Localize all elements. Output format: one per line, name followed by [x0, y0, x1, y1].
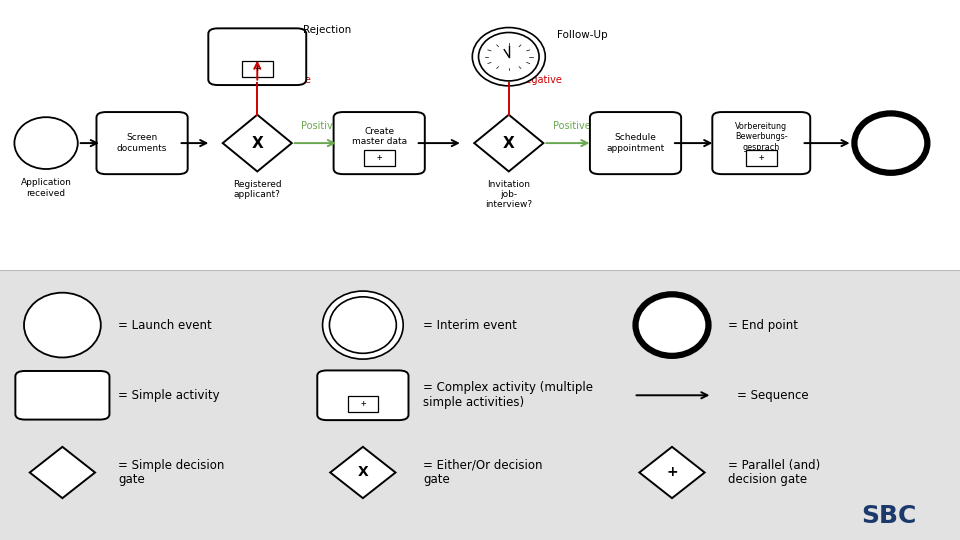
Text: = Sequence: = Sequence [737, 389, 809, 402]
Text: Rejection: Rejection [303, 25, 351, 35]
Text: +: + [254, 64, 260, 73]
Text: = Simple activity: = Simple activity [118, 389, 220, 402]
Ellipse shape [323, 291, 403, 359]
Text: SBC: SBC [861, 504, 917, 528]
Text: Positive: Positive [553, 121, 590, 131]
Text: X: X [357, 465, 369, 480]
Text: Positive: Positive [301, 121, 339, 131]
Ellipse shape [329, 297, 396, 353]
Ellipse shape [636, 294, 708, 356]
Polygon shape [474, 115, 543, 172]
Text: = Parallel (and)
decision gate: = Parallel (and) decision gate [728, 458, 820, 487]
Text: Follow-Up: Follow-Up [557, 30, 608, 40]
Text: Vorbereitung
Bewerbungs-
gesprach: Vorbereitung Bewerbungs- gesprach [735, 122, 787, 152]
FancyBboxPatch shape [208, 28, 306, 85]
Text: Registered
applicant?: Registered applicant? [233, 179, 281, 199]
Text: = Simple decision
gate: = Simple decision gate [118, 458, 225, 487]
FancyBboxPatch shape [242, 60, 273, 77]
Text: = Interim event: = Interim event [423, 319, 517, 332]
FancyBboxPatch shape [334, 112, 424, 174]
Text: +: + [376, 153, 382, 163]
Text: Application
received: Application received [21, 178, 71, 198]
Ellipse shape [24, 293, 101, 357]
Text: +: + [666, 465, 678, 480]
Bar [0, 0, 960, 270]
FancyBboxPatch shape [96, 112, 188, 174]
Text: Create
master data: Create master data [351, 127, 407, 146]
Text: Invitation
job-
interview?: Invitation job- interview? [485, 179, 533, 210]
Polygon shape [223, 115, 292, 172]
Text: = Complex activity (multiple
simple activities): = Complex activity (multiple simple acti… [423, 381, 593, 409]
Text: Screen
documents: Screen documents [117, 133, 167, 153]
FancyBboxPatch shape [746, 150, 777, 166]
FancyBboxPatch shape [589, 112, 682, 174]
Text: Negative: Negative [518, 75, 563, 85]
Text: = Launch event: = Launch event [118, 319, 212, 332]
Polygon shape [30, 447, 95, 498]
Text: = End point: = End point [728, 319, 798, 332]
Text: Negative: Negative [267, 75, 311, 85]
FancyBboxPatch shape [348, 396, 378, 412]
Text: Schedule
appointment: Schedule appointment [607, 133, 664, 153]
Polygon shape [330, 447, 396, 498]
Text: +: + [360, 400, 366, 408]
Text: X: X [503, 136, 515, 151]
FancyBboxPatch shape [15, 371, 109, 420]
Text: X: X [252, 136, 263, 151]
Text: +: + [758, 153, 764, 163]
FancyBboxPatch shape [364, 150, 395, 166]
Ellipse shape [854, 113, 927, 173]
Ellipse shape [478, 32, 540, 81]
FancyBboxPatch shape [317, 370, 409, 420]
Ellipse shape [472, 28, 545, 86]
Text: = Either/Or decision
gate: = Either/Or decision gate [423, 458, 542, 487]
FancyBboxPatch shape [712, 112, 810, 174]
Bar [0, 270, 960, 540]
Polygon shape [639, 447, 705, 498]
Ellipse shape [14, 117, 78, 169]
